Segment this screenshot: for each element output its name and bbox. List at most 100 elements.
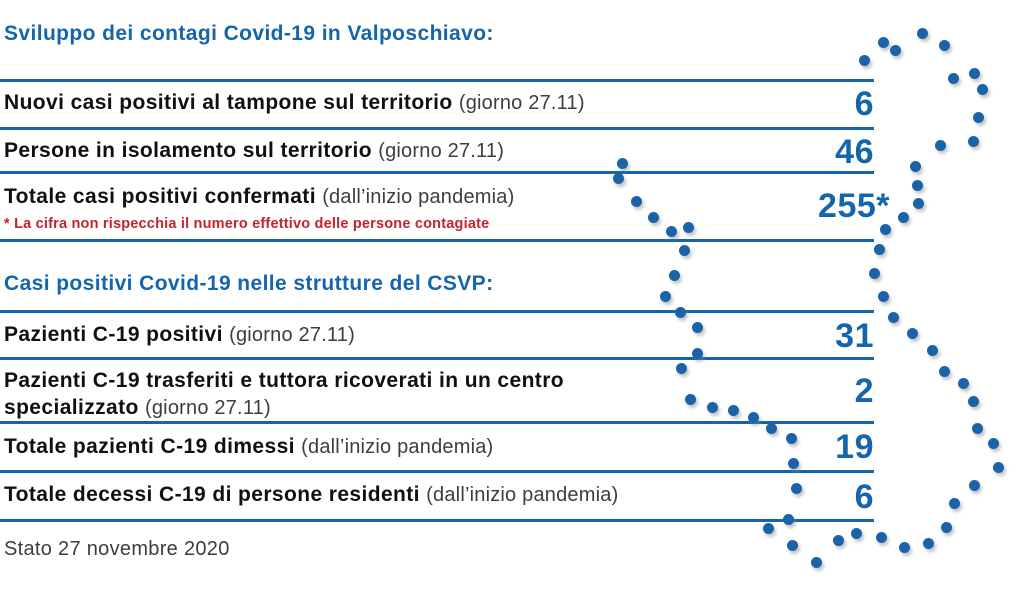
map-dot: [938, 365, 950, 377]
row-label-nuovi-casi: Nuovi casi positivi al tampone sul terri…: [4, 90, 585, 117]
row-label-bold: Pazienti C-19 positivi: [4, 323, 223, 346]
divider-line: [0, 171, 874, 174]
map-dot: [782, 513, 794, 525]
row-label-suffix: (dall’inizio pandemia): [301, 436, 494, 458]
section-title-territorio: Sviluppo dei contagi Covid-19 in Valposc…: [4, 22, 494, 45]
row-value-nuovi-casi: 6: [854, 85, 874, 123]
map-dot: [630, 195, 642, 207]
map-dot: [879, 223, 891, 235]
map-dot: [678, 244, 690, 256]
divider-line: [0, 421, 874, 424]
divider-line: [0, 79, 874, 82]
map-dot: [992, 461, 1004, 473]
asterisk-footnote: * La cifra non rispecchia il numero effe…: [4, 216, 490, 232]
row-value-totale-confermati: 255*: [818, 187, 890, 225]
row-label-suffix: (giorno 27.11): [229, 324, 355, 346]
map-dot: [947, 72, 959, 84]
row-value-decessi: 6: [854, 478, 874, 516]
map-dot: [911, 179, 923, 191]
map-dot: [968, 479, 980, 491]
map-dot: [727, 404, 739, 416]
map-dot: [968, 67, 980, 79]
divider-line: [0, 470, 874, 473]
row-label-totale-confermati: Totale casi positivi confermati (dall’in…: [4, 184, 514, 211]
row-value-trasferiti: 2: [854, 372, 874, 410]
map-dot: [877, 290, 889, 302]
row-label-bold: Persone in isolamento sul territorio: [4, 139, 372, 162]
map-dot: [887, 311, 899, 323]
divider-line: [0, 239, 874, 242]
map-dot: [810, 556, 822, 568]
map-dot: [948, 497, 960, 509]
row-label-trasferiti: Pazienti C-19 trasferiti e tuttora ricov…: [4, 368, 624, 421]
map-dot: [682, 221, 694, 233]
map-dot: [668, 269, 680, 281]
map-dot: [832, 534, 844, 546]
map-dot: [938, 39, 950, 51]
row-label-suffix: (dall’inizio pandemia): [426, 484, 619, 506]
map-dot: [616, 157, 628, 169]
row-label-isolamento: Persone in isolamento sul territorio (gi…: [4, 138, 504, 165]
map-dot: [675, 362, 687, 374]
divider-line: [0, 310, 874, 313]
row-label-bold: Totale pazienti C-19 dimessi: [4, 435, 295, 458]
map-dot: [868, 267, 880, 279]
map-dot: [976, 83, 988, 95]
map-dot: [922, 537, 934, 549]
map-dot: [665, 225, 677, 237]
map-dot: [785, 432, 797, 444]
map-dot: [691, 321, 703, 333]
row-label-bold: Pazienti C-19 trasferiti e tuttora ricov…: [4, 369, 564, 419]
map-dot: [877, 36, 889, 48]
map-dot: [765, 422, 777, 434]
row-label-pazienti-positivi: Pazienti C-19 positivi (giorno 27.11): [4, 322, 355, 349]
row-label-decessi: Totale decessi C-19 di persone residenti…: [4, 482, 618, 509]
map-dot: [684, 393, 696, 405]
map-dot: [786, 539, 798, 551]
divider-line: [0, 127, 874, 130]
map-dot: [916, 27, 928, 39]
map-dot: [659, 290, 671, 302]
map-dot: [762, 522, 774, 534]
map-dot: [987, 437, 999, 449]
map-dot: [850, 527, 862, 539]
map-dot: [957, 377, 969, 389]
row-label-dimessi: Totale pazienti C-19 dimessi (dall’inizi…: [4, 434, 493, 461]
divider-line: [0, 357, 874, 360]
map-dot: [747, 411, 759, 423]
row-label-bold: Nuovi casi positivi al tampone sul terri…: [4, 91, 453, 114]
map-dot: [940, 521, 952, 533]
map-dot: [612, 172, 624, 184]
section-title-csvp: Casi positivi Covid-19 nelle strutture d…: [4, 272, 494, 295]
map-dot: [967, 135, 979, 147]
map-dot: [898, 541, 910, 553]
row-label-suffix: (giorno 27.11): [145, 396, 271, 419]
row-value-isolamento: 46: [835, 133, 874, 171]
map-dot: [897, 211, 909, 223]
map-dot: [971, 422, 983, 434]
map-dot: [912, 197, 924, 209]
map-dot: [934, 139, 946, 151]
map-dot: [909, 160, 921, 172]
row-label-bold: Totale casi positivi confermati: [4, 185, 316, 208]
row-value-dimessi: 19: [835, 428, 874, 466]
row-value-pazienti-positivi: 31: [835, 317, 874, 355]
map-dot: [873, 243, 885, 255]
map-dot: [706, 401, 718, 413]
map-dot: [647, 211, 659, 223]
status-date: Stato 27 novembre 2020: [4, 538, 230, 560]
divider-line: [0, 519, 874, 522]
map-dot: [926, 344, 938, 356]
map-dot: [889, 44, 901, 56]
row-label-suffix: (dall’inizio pandemia): [322, 186, 515, 208]
map-dot: [787, 457, 799, 469]
map-dot: [875, 531, 887, 543]
map-dot: [691, 347, 703, 359]
map-dot: [972, 111, 984, 123]
map-dot: [967, 395, 979, 407]
row-label-suffix: (giorno 27.11): [458, 92, 585, 114]
row-label-bold: Totale decessi C-19 di persone residenti: [4, 483, 420, 506]
row-label-suffix: (giorno 27.11): [378, 140, 505, 162]
map-dot: [906, 327, 918, 339]
